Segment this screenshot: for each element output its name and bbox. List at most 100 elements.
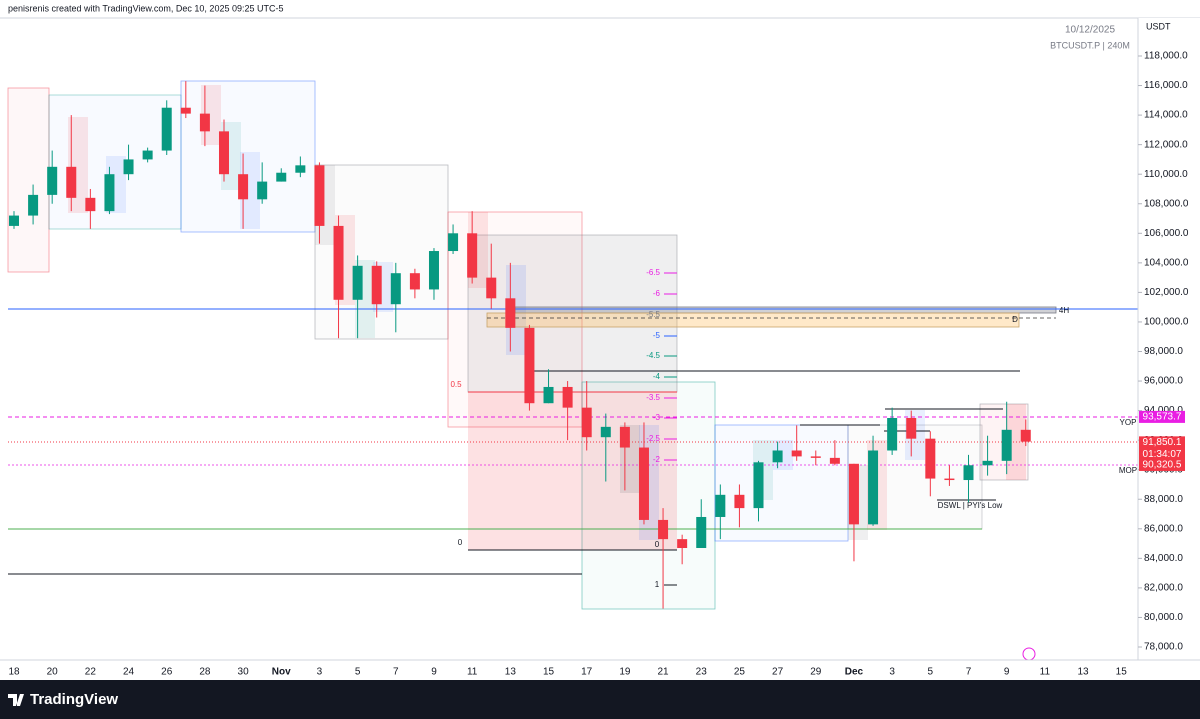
- footer: [0, 680, 1200, 719]
- candle-body: [810, 456, 821, 458]
- x-tick-label: 27: [772, 667, 784, 678]
- candle-body: [887, 417, 898, 451]
- legend-symbol: BTCUSDT.P | 240M: [1050, 40, 1130, 50]
- fib-label: 0.5: [450, 380, 462, 389]
- x-tick-label: 18: [8, 667, 20, 678]
- y-tick-label: 82,000.0: [1144, 583, 1183, 594]
- candle-body: [352, 265, 363, 300]
- candle-body: [276, 172, 287, 182]
- candle-body: [486, 277, 497, 299]
- price-label-bg: [1139, 436, 1185, 461]
- candle-body: [448, 233, 459, 252]
- candle-body: [619, 426, 630, 448]
- y-tick-label: 102,000.0: [1144, 287, 1189, 298]
- candle-body: [123, 159, 134, 175]
- fib-label: -3: [653, 413, 661, 422]
- candle-body: [1020, 429, 1031, 442]
- candle-body: [753, 462, 764, 509]
- logo-mark: [8, 694, 24, 706]
- price-axis: [1138, 18, 1200, 660]
- x-tick-label: Dec: [845, 667, 864, 678]
- x-tick-label: 26: [161, 667, 173, 678]
- candle-body: [638, 447, 649, 520]
- x-tick-label: 3: [317, 667, 323, 678]
- x-tick-label: 15: [1116, 667, 1128, 678]
- y-tick-label: 96,000.0: [1144, 376, 1183, 387]
- x-axis: 18 20 22 24 26 28 30 Nov 3 5 7 9 11 13 15 17 19 21 23 25 27 2…: [8, 667, 1127, 678]
- shade: [240, 152, 260, 229]
- x-tick-label: 13: [505, 667, 517, 678]
- range-box: [714, 424, 849, 542]
- y-tick-label: 84,000.0: [1144, 553, 1183, 564]
- level-tag: YOP: [1120, 418, 1137, 427]
- fib-label: -2: [653, 455, 661, 464]
- x-tick-label: 17: [581, 667, 593, 678]
- x-tick-label: 30: [238, 667, 250, 678]
- x-tick-label: 7: [966, 667, 972, 678]
- candle-body: [772, 450, 783, 463]
- y-tick-label: 116,000.0: [1144, 80, 1188, 91]
- byline: penisrenis created with TradingView.com,…: [8, 3, 283, 13]
- candle-body: [104, 174, 115, 212]
- candle-body: [848, 463, 859, 525]
- x-tick-label: 5: [355, 667, 361, 678]
- candle-body: [314, 165, 325, 226]
- x-tick-label: 7: [393, 667, 399, 678]
- x-tick-label: 28: [199, 667, 211, 678]
- level-label: DSWL | PYI's Low: [938, 501, 1003, 510]
- candle-body: [409, 273, 420, 290]
- candle-body: [524, 327, 535, 404]
- candle-body: [944, 478, 955, 481]
- y-tick-label: 118,000.0: [1144, 51, 1188, 62]
- price-label-bg: [1139, 458, 1185, 471]
- x-tick-label: 19: [619, 667, 631, 678]
- y-tick-label: 106,000.0: [1144, 228, 1189, 239]
- x-tick-label: 21: [657, 667, 669, 678]
- shade: [506, 265, 526, 355]
- price-label: 93,573.7: [1143, 412, 1182, 423]
- candle-body: [829, 457, 840, 464]
- candle-body: [66, 166, 77, 198]
- candle-body: [505, 298, 516, 328]
- candle-body: [257, 181, 268, 200]
- level-tag: MOP: [1119, 466, 1137, 475]
- y-tick-label: 104,000.0: [1144, 257, 1189, 268]
- fib-label: -5.5: [646, 310, 660, 319]
- price-label: 91,850.1: [1143, 437, 1182, 448]
- x-tick-label: 9: [431, 667, 437, 678]
- axis-unit: USDT: [1146, 21, 1171, 31]
- candles: [9, 81, 1031, 609]
- candle-body: [390, 273, 401, 305]
- price-label: 90,320.5: [1143, 460, 1182, 471]
- y-tick-label: 88,000.0: [1144, 494, 1183, 505]
- y-tick-label: 100,000.0: [1144, 317, 1189, 328]
- fib-label: -5: [653, 331, 661, 340]
- candle-body: [467, 233, 478, 278]
- candle-body: [9, 215, 19, 226]
- price-label-bg: [1139, 410, 1185, 423]
- candle-body: [658, 519, 669, 540]
- candle-body: [734, 494, 745, 509]
- time-axis: [0, 660, 1200, 680]
- fib-label: 0: [458, 538, 463, 547]
- candle-body: [238, 174, 249, 200]
- candle-body: [600, 426, 611, 438]
- range-box: [7, 87, 50, 273]
- y-tick-label: 98,000.0: [1144, 346, 1183, 357]
- brand: TradingView: [30, 691, 118, 708]
- candle-body: [371, 265, 382, 305]
- candle-body: [696, 516, 707, 549]
- y-tick-label: 86,000.0: [1144, 523, 1183, 534]
- candle-body: [982, 460, 993, 466]
- y-axis: 78,000.0 80,000.0 82,000.0 84,000.0 86,000.0…: [1138, 51, 1189, 653]
- x-tick-label: 11: [467, 667, 478, 678]
- candle-body: [333, 225, 344, 300]
- candle-body: [47, 166, 58, 195]
- candle-body: [715, 494, 726, 517]
- x-tick-label: 13: [1077, 667, 1089, 678]
- candle-body: [28, 194, 39, 216]
- candle-body: [925, 438, 936, 479]
- candle-body: [562, 386, 573, 408]
- x-tick-label: 29: [810, 667, 822, 678]
- candle-body: [581, 407, 592, 438]
